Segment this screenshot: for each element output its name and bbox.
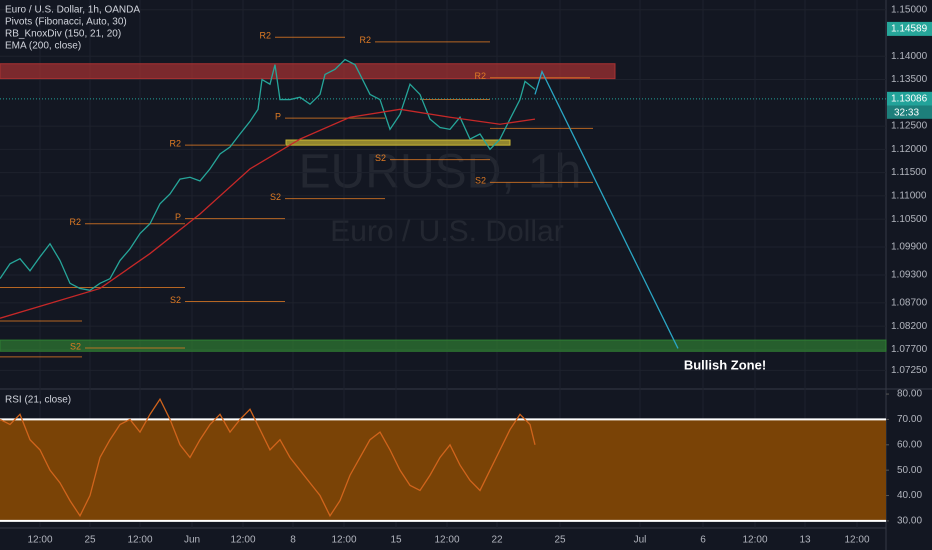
x-tick-label: 12:00: [742, 535, 767, 546]
pivot-label: R2: [359, 35, 371, 45]
y-tick-label: 60.00: [897, 439, 922, 450]
indicator-label[interactable]: EMA (200, close): [5, 41, 81, 52]
y-tick-label: 1.08700: [891, 298, 928, 309]
x-tick-label: 12:00: [434, 535, 459, 546]
zone: [0, 339, 887, 352]
pivot-label: S2: [375, 153, 386, 163]
y-tick-label: 1.14000: [891, 51, 928, 62]
rsi-header[interactable]: RSI (21, close): [5, 395, 71, 406]
x-tick-label: 25: [554, 535, 566, 546]
symbol-header[interactable]: Euro / U.S. Dollar, 1h, OANDA: [5, 5, 140, 16]
pivot-label: R2: [169, 139, 181, 149]
pivot-label: R2: [474, 71, 486, 81]
pivot-label: S2: [270, 192, 281, 202]
countdown: 32:33: [894, 107, 919, 118]
pivot-label: R2: [259, 31, 271, 41]
y-tick-label: 1.09300: [891, 270, 928, 281]
x-tick-label: 13: [799, 535, 811, 546]
series-line: [0, 397, 536, 518]
y-tick-label: 1.08200: [891, 321, 928, 332]
pivot-label: P: [175, 212, 181, 222]
pivot-label: S2: [170, 295, 181, 305]
x-tick-label: 12:00: [27, 535, 52, 546]
price-label-box: [887, 21, 932, 36]
y-tick-label: 1.07250: [891, 365, 928, 376]
x-tick-label: 12:00: [127, 535, 152, 546]
pivot-label: S2: [70, 341, 81, 351]
y-tick-label: 1.12000: [891, 144, 928, 155]
x-tick-label: 25: [84, 535, 96, 546]
y-tick-label: 30.00: [897, 516, 922, 527]
indicator-label[interactable]: Pivots (Fibonacci, Auto, 30): [5, 17, 127, 28]
x-tick-label: 6: [700, 535, 706, 546]
pivot-label: S2: [475, 176, 486, 186]
y-tick-label: 1.07700: [891, 344, 928, 355]
series-line: [0, 108, 536, 319]
countdown-box: [887, 105, 932, 119]
x-tick-label: 12:00: [230, 535, 255, 546]
pivot-label: P: [275, 112, 281, 122]
price-label-box: [887, 91, 932, 106]
pivot-label: R2: [69, 217, 81, 227]
y-tick-label: 1.12500: [891, 121, 928, 132]
x-tick-label: 22: [491, 535, 503, 546]
y-tick-label: 70.00: [897, 414, 922, 425]
y-tick-label: 40.00: [897, 490, 922, 501]
x-tick-label: 8: [290, 535, 296, 546]
y-tick-label: 1.15000: [891, 4, 928, 15]
series-line: [534, 69, 679, 349]
series-line: [0, 58, 536, 291]
x-tick-label: Jun: [184, 535, 200, 546]
zone: [285, 139, 511, 146]
x-tick-label: Jul: [634, 535, 647, 546]
zone: [0, 63, 616, 80]
x-tick-label: 15: [390, 535, 402, 546]
price-label: 1.13086: [891, 93, 928, 104]
y-tick-label: 80.00: [897, 389, 922, 400]
x-tick-label: 12:00: [844, 535, 869, 546]
y-tick-label: 1.11500: [891, 167, 927, 178]
annotation: Bullish Zone!: [684, 357, 766, 372]
y-tick-label: 50.00: [897, 465, 922, 476]
x-tick-label: 12:00: [331, 535, 356, 546]
y-tick-label: 1.09900: [891, 242, 928, 253]
y-tick-label: 1.11000: [891, 191, 927, 202]
rsi-band: [0, 419, 886, 521]
y-tick-label: 1.10500: [891, 214, 928, 225]
y-tick-label: 1.13500: [891, 74, 928, 85]
price-label: 1.14589: [891, 24, 928, 35]
indicator-label[interactable]: RB_KnoxDiv (150, 21, 20): [5, 29, 121, 40]
